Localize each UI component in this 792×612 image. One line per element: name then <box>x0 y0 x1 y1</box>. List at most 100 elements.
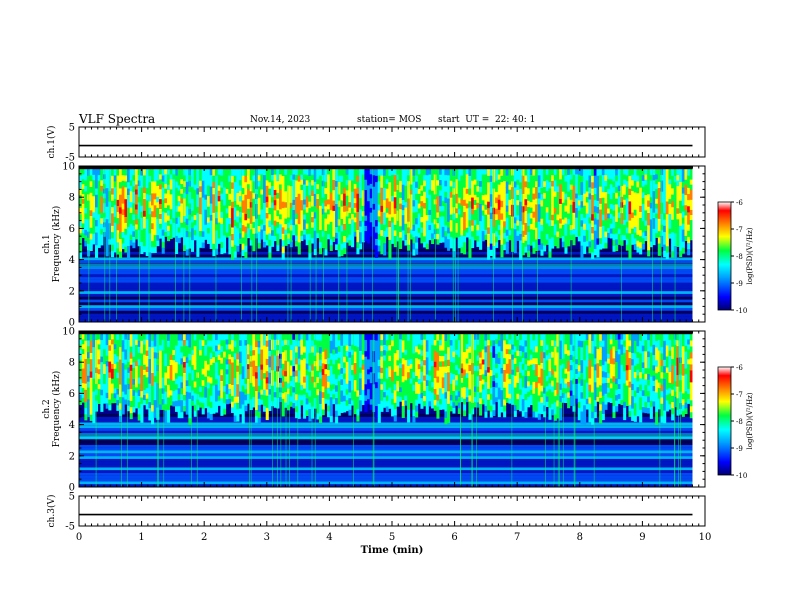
spectrogram-cell <box>521 175 525 182</box>
spectrogram-cell <box>471 180 475 187</box>
spectrogram-cell <box>441 184 445 191</box>
spectrogram-cell <box>209 220 213 227</box>
spectrogram-cell <box>577 235 581 242</box>
spectrogram-cell <box>415 187 419 194</box>
spectrogram-cell <box>201 391 205 398</box>
spectrogram-cell <box>537 232 541 240</box>
spectrogram-cell <box>372 180 376 187</box>
spectrogram-cell <box>129 239 133 246</box>
spectrogram-cell <box>207 388 211 395</box>
spectrogram-cell <box>505 211 509 218</box>
spectrogram-cell <box>647 200 651 207</box>
spectrogram-band <box>79 310 693 314</box>
spectrogram-cell <box>236 204 240 211</box>
spectrogram-cell <box>375 207 379 214</box>
spectrogram-cell <box>185 402 189 409</box>
spectrogram-cell <box>191 198 195 205</box>
spectrogram-cell <box>465 169 469 175</box>
spectrogram-cell <box>668 208 672 214</box>
spectrogram-cell <box>593 199 597 207</box>
spectrogram-cell <box>444 224 448 231</box>
spectrogram-cell <box>183 209 187 217</box>
spectrogram-cell <box>268 350 272 357</box>
spectrogram-cell <box>420 211 424 217</box>
spectrogram-cell <box>263 378 267 385</box>
spectrogram-cell <box>460 216 464 224</box>
spectrogram-cell <box>159 178 163 185</box>
spectrogram-cell <box>329 186 333 193</box>
spectrogram-cell <box>255 415 259 423</box>
spectrogram-cell <box>241 346 245 354</box>
spectrogram-cell <box>535 192 539 199</box>
spectrogram-cell <box>257 353 261 361</box>
spectrogram-cell <box>383 224 387 231</box>
spectrogram-cell <box>180 178 184 185</box>
spectrogram-cell <box>180 173 184 180</box>
spectrogram-cell <box>367 232 371 239</box>
spectrogram-cell <box>183 204 187 211</box>
spectrogram-cell <box>247 223 251 229</box>
spectrogram-cell <box>473 174 477 180</box>
spectrogram-cell <box>145 382 149 389</box>
spectrogram-cell <box>79 207 83 215</box>
spectrogram-cell <box>113 397 117 404</box>
spectrogram-cell <box>153 387 157 395</box>
spectrogram-cell <box>295 196 299 203</box>
spectrogram-cell <box>380 247 384 255</box>
spectrogram-cell <box>284 180 288 186</box>
spectrogram-cell <box>135 334 139 340</box>
spectrogram-cell <box>292 334 296 340</box>
spectrogram-cell <box>305 206 309 213</box>
spectrogram-cell <box>559 232 563 239</box>
spectrogram-cell <box>303 376 307 383</box>
spectrogram-cell <box>249 212 253 219</box>
spectrogram-cell <box>303 224 307 230</box>
spectrogram-cell <box>364 174 368 180</box>
spectrogram-cell <box>164 410 168 418</box>
spectrogram-cell <box>105 224 109 232</box>
spectrogram-cell <box>207 195 211 202</box>
spectrogram-cell <box>156 370 160 378</box>
spectrogram-cell <box>268 252 272 259</box>
spectrogram-cell <box>225 378 229 385</box>
spectrogram-cell <box>641 186 645 193</box>
spectrogram-cell <box>159 393 163 400</box>
spectrogram-cell <box>447 244 451 251</box>
spectrogram-cell <box>199 169 203 176</box>
spectrogram-cell <box>145 193 149 201</box>
spectrogram-cell <box>124 204 128 212</box>
spectrogram-cell <box>601 236 605 243</box>
spectrogram-cell <box>359 209 363 216</box>
spectrogram-cell <box>132 202 136 209</box>
spectrogram-cell <box>119 188 123 195</box>
spectrogram-cell <box>300 174 304 180</box>
spectrogram-cell <box>604 202 608 210</box>
spectrogram-cell <box>353 193 357 199</box>
spectrogram-cell <box>140 384 144 392</box>
spectrogram-cell <box>105 339 109 346</box>
spectrogram-cell <box>615 180 619 187</box>
spectrogram-cell <box>428 214 432 220</box>
spectrogram-cell <box>204 224 208 230</box>
spectrogram-cell <box>116 361 120 368</box>
spectrogram-cell <box>305 223 309 229</box>
spectrogram-cell <box>343 223 347 230</box>
spectrogram-cell <box>153 340 157 347</box>
spectrogram-cell <box>415 175 419 182</box>
spectrogram-cell <box>689 194 693 200</box>
spectrogram-cell <box>271 213 275 220</box>
spectrogram-cell <box>143 379 147 385</box>
spectrogram-cell <box>79 384 83 390</box>
spectrogram-cell <box>556 208 560 215</box>
spectrogram-cell <box>260 339 264 345</box>
spectrogram-cell <box>407 232 411 240</box>
spectrogram-cell <box>252 354 256 361</box>
spectrogram-cell <box>380 169 384 176</box>
spectrogram-cell <box>233 415 237 422</box>
spectrogram-cell <box>553 240 557 247</box>
spectrogram-cell <box>300 394 304 401</box>
spectrogram-cell <box>161 211 165 218</box>
spectrogram-cell <box>191 175 195 182</box>
spectrogram-cell <box>239 362 243 369</box>
spectrogram-cell <box>279 184 283 190</box>
